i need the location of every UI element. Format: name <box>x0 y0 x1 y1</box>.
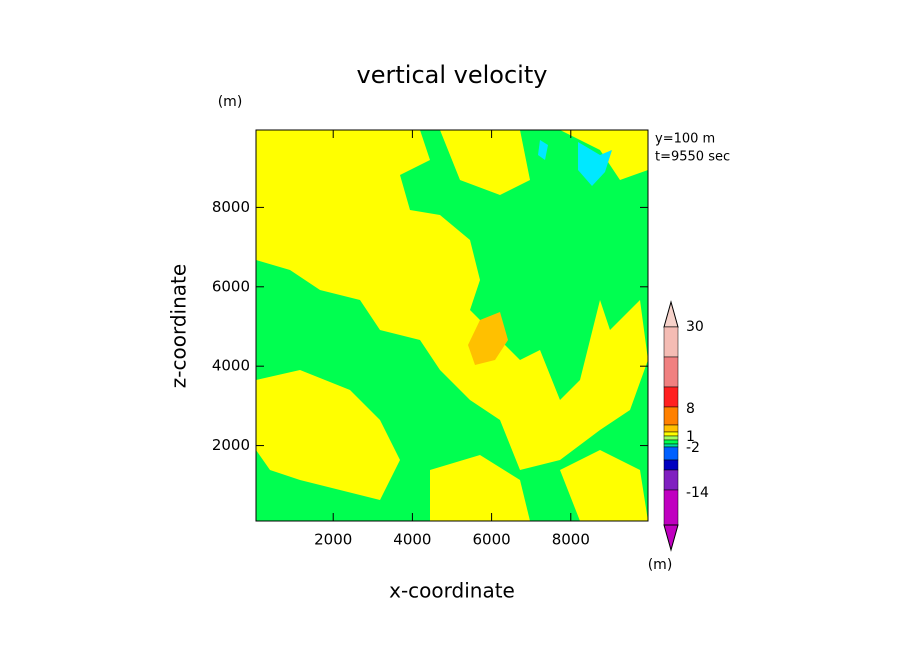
colorbar-unit: (m) <box>648 557 673 573</box>
y-tick-label: 8000 <box>212 198 250 216</box>
x-tick-label: 6000 <box>473 531 511 549</box>
colorbar-segment <box>663 326 679 358</box>
chart-title: vertical velocity <box>357 61 548 89</box>
colorbar-tick-label: 1 <box>686 429 695 445</box>
x-axis-label: x-coordinate <box>389 579 515 603</box>
colorbar-segment <box>663 386 679 408</box>
colorbar-triangle <box>663 300 679 328</box>
colorbar-tick-label: -14 <box>686 485 709 501</box>
field-region <box>430 455 530 521</box>
colorbar-segment <box>663 356 679 388</box>
colorbar-triangle <box>663 524 679 552</box>
field-region <box>560 450 648 521</box>
plot-frame <box>255 129 649 522</box>
field-region <box>578 142 612 186</box>
y-tick-label: 2000 <box>212 436 250 454</box>
colorbar-segment <box>663 469 679 491</box>
y-unit: (m) <box>218 94 243 110</box>
y-axis-label: z-coordinate <box>167 264 191 388</box>
colorbar-tick-label: 30 <box>686 319 704 335</box>
annotation: t=9550 sec <box>655 150 730 165</box>
colorbar-segment <box>663 435 679 441</box>
contour-field <box>256 130 648 521</box>
x-tick-label: 8000 <box>552 531 590 549</box>
y-tick-label: 6000 <box>212 277 250 295</box>
colorbar-segment <box>663 459 679 471</box>
y-tick-label: 4000 <box>212 357 250 375</box>
colorbar-tick-label: 8 <box>686 401 695 417</box>
colorbar-segment <box>663 446 679 461</box>
colorbar-tick-label: -2 <box>686 440 700 456</box>
field-region <box>440 130 530 195</box>
colorbar-segment <box>663 431 679 437</box>
field-region <box>256 370 400 500</box>
field-region <box>468 312 508 365</box>
field-region <box>538 140 548 160</box>
colorbar-segment <box>663 424 679 433</box>
annotation: y=100 m <box>655 132 715 147</box>
colorbar-segment <box>663 443 679 448</box>
colorbar-segment <box>663 489 679 526</box>
colorbar-segment <box>663 439 679 445</box>
colorbar-segment <box>663 406 679 426</box>
x-tick-label: 4000 <box>393 531 431 549</box>
x-tick-label: 2000 <box>314 531 352 549</box>
field-region <box>256 130 648 470</box>
